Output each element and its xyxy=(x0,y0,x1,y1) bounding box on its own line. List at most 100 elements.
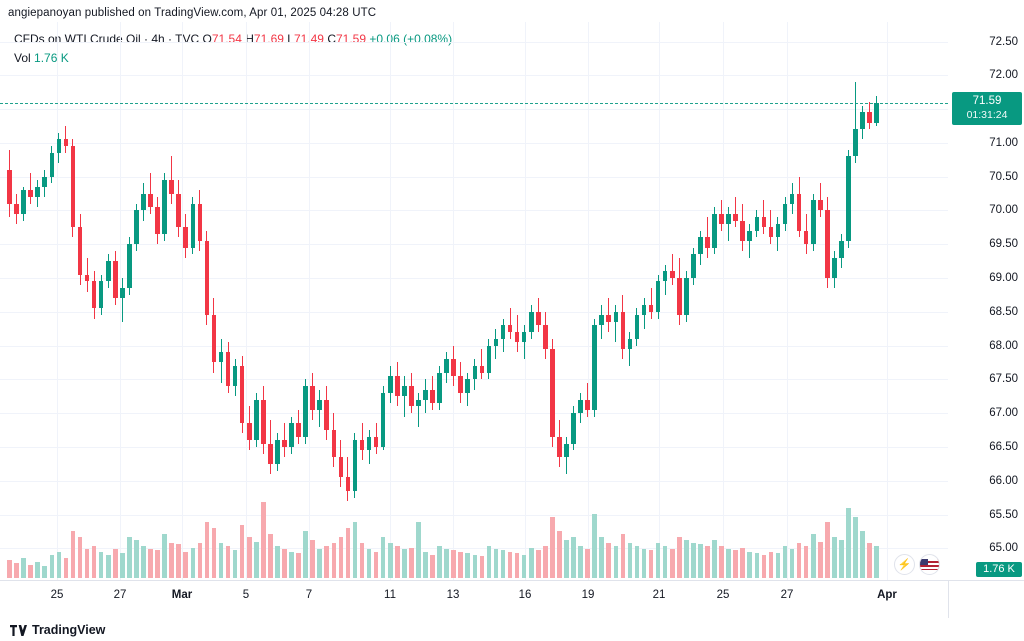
candle-body xyxy=(437,372,442,404)
volume-bar xyxy=(338,537,344,578)
price-gridline xyxy=(0,548,948,550)
candle-body xyxy=(627,338,633,349)
candle-body xyxy=(796,193,802,231)
candle-body xyxy=(218,352,224,363)
candle-body xyxy=(183,227,189,248)
price-gridline xyxy=(0,514,948,516)
time-gridline xyxy=(453,22,454,580)
candle-body xyxy=(232,365,238,387)
flag-icon[interactable] xyxy=(919,554,940,575)
legend-close-label: C xyxy=(327,32,336,46)
candle-body xyxy=(691,254,696,278)
candle-body xyxy=(853,129,858,157)
volume-bar xyxy=(148,548,153,578)
candle-body xyxy=(712,213,717,248)
price-tick-label: 66.00 xyxy=(989,474,1018,487)
candle-body xyxy=(204,240,210,316)
price-gridline xyxy=(0,41,948,43)
time-gridline xyxy=(525,22,526,580)
price-gridline xyxy=(0,446,948,448)
candle-wick xyxy=(523,325,525,360)
volume-bar xyxy=(479,555,485,578)
time-axis-divider xyxy=(0,580,1024,581)
volume-bar xyxy=(423,551,428,578)
volume-bar xyxy=(324,545,330,578)
volume-bar xyxy=(705,545,710,578)
candle-body xyxy=(42,176,48,187)
volume-bar xyxy=(606,542,612,578)
volume-bar xyxy=(550,516,555,578)
candle-body xyxy=(190,203,196,248)
candle-body xyxy=(409,386,414,407)
volume-bar xyxy=(225,545,231,578)
candle-body xyxy=(620,311,626,349)
volume-bar xyxy=(860,531,865,578)
candle-body xyxy=(275,440,280,464)
candle-body xyxy=(676,278,682,316)
time-tick-label: 27 xyxy=(780,589,794,601)
time-tick-label: 27 xyxy=(113,589,127,601)
price-tick-label: 70.00 xyxy=(989,204,1018,217)
price-tick-label: 69.50 xyxy=(989,238,1018,251)
volume-bar xyxy=(761,554,767,578)
volume-bar xyxy=(387,542,393,578)
candle-wick xyxy=(629,332,631,366)
volume-bar xyxy=(409,547,414,578)
candle-wick xyxy=(587,382,589,417)
candle-body xyxy=(148,193,153,208)
legend-symbol[interactable]: CFDs on WTI Crude Oil · 4h · TVC xyxy=(14,32,200,46)
candle-wick xyxy=(855,82,857,164)
candle-body xyxy=(289,423,294,447)
price-axis[interactable]: 72.5072.0071.5071.0070.5070.0069.5069.00… xyxy=(948,22,1024,580)
legend-close-value: 71.59 xyxy=(336,32,367,46)
candle-body xyxy=(803,230,809,245)
volume-bar xyxy=(204,522,210,578)
time-gridline xyxy=(246,22,247,580)
volume-bar xyxy=(77,537,83,578)
volume-bar xyxy=(303,531,308,578)
candle-body xyxy=(380,392,386,447)
candle-body xyxy=(35,186,41,197)
price-plot-area[interactable] xyxy=(0,22,948,580)
volume-bar xyxy=(846,507,851,578)
volume-bar xyxy=(521,554,527,578)
candle-body xyxy=(77,227,83,275)
candle-body xyxy=(789,193,795,204)
time-tick-label: 11 xyxy=(384,589,396,601)
volume-bar xyxy=(289,551,294,578)
time-tick-label: 5 xyxy=(242,589,250,601)
candle-body xyxy=(761,217,767,228)
candle-body xyxy=(860,112,865,130)
last-price-badge[interactable]: 71.59 01:31:24 xyxy=(952,92,1022,125)
candle-body xyxy=(352,440,358,491)
volume-bar xyxy=(183,551,189,578)
time-gridline xyxy=(182,22,183,580)
lightning-icon[interactable]: ⚡ xyxy=(894,554,915,575)
volume-bar xyxy=(655,542,661,578)
candle-body xyxy=(606,315,612,322)
time-gridline xyxy=(120,22,121,580)
candle-body xyxy=(394,376,400,397)
candle-wick xyxy=(30,173,32,204)
volume-badge[interactable]: 1.76 K xyxy=(976,562,1022,577)
volume-bar xyxy=(49,554,55,578)
candle-body xyxy=(613,311,619,322)
volume-bar xyxy=(42,566,48,578)
volume-bar xyxy=(28,565,33,578)
volume-bar xyxy=(437,545,442,578)
volume-bar xyxy=(719,545,724,578)
time-axis[interactable]: 25 27 Mar 5 7 11 13 16 19 21 25 27 Apr xyxy=(0,580,948,618)
price-gridline xyxy=(0,176,948,178)
candle-body xyxy=(366,436,372,451)
price-tick-label: 68.00 xyxy=(989,339,1018,352)
candle-body xyxy=(726,213,731,224)
legend-open-value: 71.54 xyxy=(211,32,242,46)
volume-bar xyxy=(662,545,668,578)
price-gridline xyxy=(0,480,948,482)
candle-body xyxy=(127,244,132,289)
candle-body xyxy=(211,315,217,363)
candle-body xyxy=(387,376,393,393)
candle-body xyxy=(599,315,605,326)
candle-body xyxy=(472,365,478,380)
volume-bar xyxy=(232,549,238,578)
